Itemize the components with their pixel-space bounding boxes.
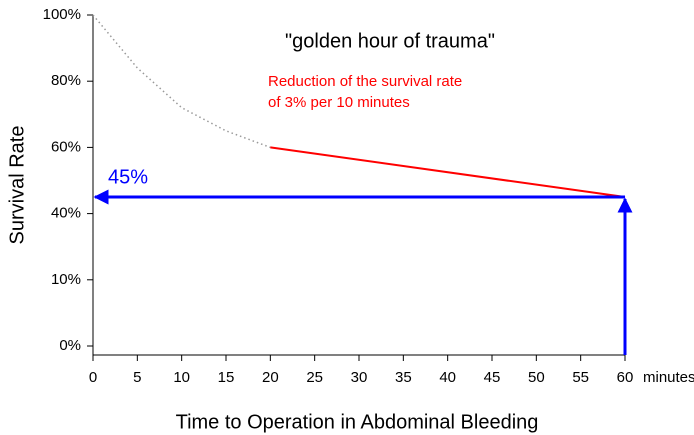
x-tick-label: 50	[528, 369, 545, 386]
x-tick-label: 55	[572, 369, 589, 386]
y-tick-label: 40%	[51, 205, 81, 222]
y-tick-label: 0%	[59, 337, 81, 354]
x-axis-label: Time to Operation in Abdominal Bleeding	[176, 411, 539, 433]
x-tick-label: 15	[218, 369, 235, 386]
x-tick-label: 45	[484, 369, 501, 386]
y-tick-label: 60%	[51, 138, 81, 155]
y-axis-label: Survival Rate	[6, 126, 28, 245]
chart-title: "golden hour of trauma"	[285, 30, 495, 52]
y-tick-label: 100%	[43, 6, 81, 23]
line-series	[270, 146, 626, 199]
x-tick-label: 40	[439, 369, 456, 386]
x-tick-label: 10	[173, 369, 190, 386]
line-series	[92, 14, 271, 149]
x-tick-label: 20	[262, 369, 279, 386]
x-tick-label: 35	[395, 369, 412, 386]
x-tick-label: 0	[89, 369, 97, 386]
x-tick-label: 30	[351, 369, 368, 386]
y-tick-label: 80%	[51, 72, 81, 89]
highlight-label: 45%	[108, 166, 148, 188]
annotation: Reduction of the survival rate	[268, 73, 462, 90]
annotation: of 3% per 10 minutes	[268, 94, 410, 111]
x-tick-label: 5	[133, 369, 141, 386]
y-tick-label: 10%	[51, 271, 81, 288]
x-unit: minutes	[643, 369, 694, 386]
x-tick-label: 60	[617, 369, 634, 386]
x-tick-label: 25	[306, 369, 323, 386]
